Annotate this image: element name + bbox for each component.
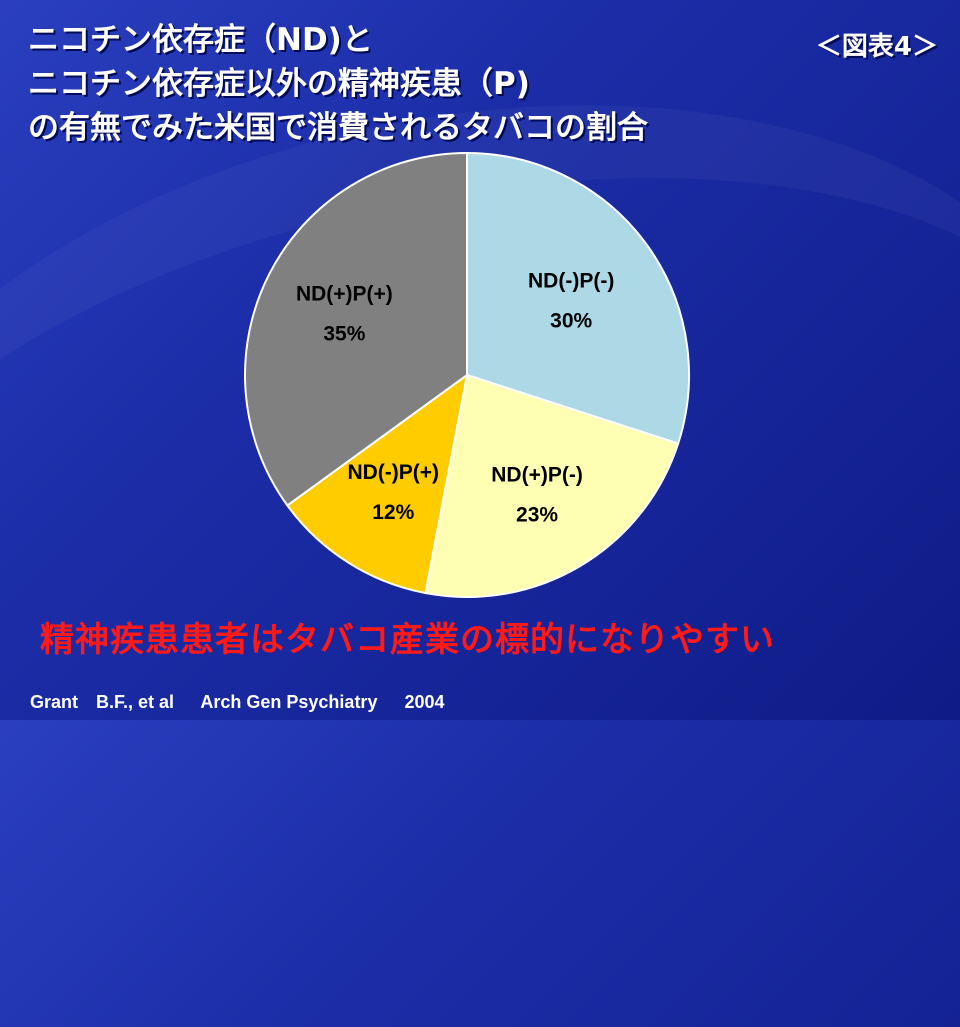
slice-value-label: 35% bbox=[323, 323, 365, 346]
title-line-1: ニコチン依存症（ND)と bbox=[28, 22, 373, 58]
pie-slice bbox=[424, 373, 680, 598]
citation: Grant B.F., et al Arch Gen Psychiatry 20… bbox=[30, 688, 467, 714]
pie-slice bbox=[466, 151, 690, 445]
slice-category-label: ND(-)P(-) bbox=[528, 269, 614, 292]
pie-slice bbox=[286, 372, 469, 595]
title-line-2: ニコチン依存症以外の精神疾患（P) bbox=[28, 66, 530, 102]
pie-chart: ND(-)P(-) 30% ND(+)P(-) 23% ND(-)P(+) 12% ND(+… bbox=[244, 151, 690, 598]
slice-category-label: ND(+)P(-) bbox=[491, 463, 583, 486]
slice-category-label: ND(+)P(+) bbox=[296, 283, 393, 306]
title-line-3: の有無でみた米国で消費されるタバコの割合 bbox=[28, 110, 648, 146]
slice-value-label: 12% bbox=[372, 501, 414, 524]
slice-value-label: 30% bbox=[550, 309, 592, 332]
slice-value-label: 23% bbox=[516, 503, 558, 526]
slide-title: ニコチン依存症（ND)と ニコチン依存症以外の精神疾患（P) の有無でみた米国で… bbox=[28, 18, 648, 150]
conclusion-text: 精神疾患患者はタバコ産業の標的になりやすい bbox=[40, 620, 775, 660]
citation-year: 2004 bbox=[404, 692, 445, 712]
citation-journal: Arch Gen Psychiatry bbox=[200, 692, 378, 712]
pie-slice bbox=[244, 151, 468, 507]
figure-label: ＜図表4＞ bbox=[815, 32, 938, 62]
slice-category-label: ND(-)P(+) bbox=[347, 461, 439, 484]
citation-author: Grant B.F., et al bbox=[30, 692, 175, 712]
